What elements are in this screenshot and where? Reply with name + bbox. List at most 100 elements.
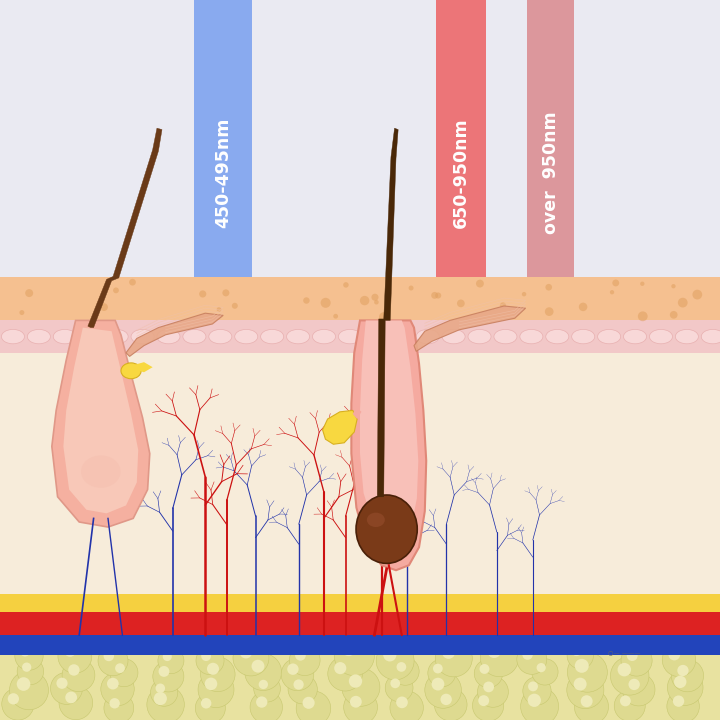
Ellipse shape: [416, 330, 439, 344]
Circle shape: [343, 282, 348, 288]
Circle shape: [383, 648, 397, 662]
Circle shape: [431, 678, 444, 690]
Circle shape: [390, 691, 423, 720]
Circle shape: [428, 659, 456, 687]
Circle shape: [678, 665, 688, 676]
Circle shape: [477, 676, 508, 707]
Circle shape: [618, 663, 631, 676]
Circle shape: [113, 287, 119, 293]
Polygon shape: [52, 320, 150, 527]
Ellipse shape: [131, 330, 154, 344]
Ellipse shape: [27, 330, 50, 344]
Bar: [194, 0, 252, 277]
Circle shape: [240, 646, 252, 659]
Circle shape: [9, 671, 48, 710]
Ellipse shape: [675, 330, 698, 344]
Circle shape: [350, 696, 361, 708]
Circle shape: [476, 279, 484, 287]
Circle shape: [374, 300, 379, 305]
Circle shape: [480, 638, 519, 677]
Circle shape: [256, 696, 267, 708]
Circle shape: [64, 645, 76, 657]
Circle shape: [287, 663, 299, 675]
Circle shape: [614, 690, 645, 720]
Text: 650-950nm: 650-950nm: [452, 117, 470, 228]
Circle shape: [522, 292, 526, 297]
Circle shape: [303, 297, 310, 304]
Circle shape: [222, 289, 230, 297]
Circle shape: [693, 289, 702, 300]
Circle shape: [334, 636, 374, 675]
Bar: [436, 0, 486, 277]
Circle shape: [19, 310, 24, 315]
Circle shape: [436, 640, 472, 677]
Circle shape: [342, 668, 380, 706]
Ellipse shape: [121, 363, 141, 379]
Ellipse shape: [624, 330, 647, 344]
Circle shape: [627, 650, 638, 661]
Circle shape: [232, 303, 238, 309]
Circle shape: [253, 675, 280, 702]
Polygon shape: [126, 313, 223, 356]
Polygon shape: [360, 320, 418, 534]
Circle shape: [536, 663, 546, 672]
Ellipse shape: [235, 330, 258, 344]
Ellipse shape: [287, 330, 310, 344]
Circle shape: [612, 279, 619, 287]
Circle shape: [107, 678, 119, 690]
Circle shape: [153, 661, 184, 692]
Circle shape: [50, 672, 83, 704]
Circle shape: [17, 658, 44, 685]
Bar: [0, 612, 720, 635]
Circle shape: [442, 646, 455, 659]
Circle shape: [567, 672, 604, 708]
Circle shape: [611, 657, 649, 695]
Circle shape: [328, 657, 362, 691]
Bar: [0, 635, 720, 655]
Bar: [0, 594, 720, 612]
Circle shape: [320, 298, 330, 308]
Circle shape: [379, 312, 389, 322]
Circle shape: [623, 673, 655, 706]
Circle shape: [110, 659, 138, 687]
Ellipse shape: [468, 330, 491, 344]
Circle shape: [392, 657, 419, 685]
Ellipse shape: [520, 330, 543, 344]
Ellipse shape: [598, 330, 621, 344]
Ellipse shape: [79, 330, 102, 344]
Bar: [527, 277, 575, 594]
Circle shape: [295, 650, 306, 661]
Circle shape: [671, 284, 675, 289]
Bar: [527, 0, 575, 277]
Circle shape: [22, 662, 31, 672]
Circle shape: [629, 679, 640, 690]
Circle shape: [343, 690, 377, 720]
Ellipse shape: [442, 330, 465, 344]
Circle shape: [674, 675, 686, 688]
Circle shape: [500, 302, 506, 309]
Circle shape: [390, 678, 400, 688]
Ellipse shape: [701, 330, 720, 344]
Circle shape: [528, 693, 541, 707]
Polygon shape: [88, 128, 162, 328]
Circle shape: [204, 678, 217, 690]
Circle shape: [158, 666, 169, 677]
Circle shape: [154, 692, 167, 705]
Circle shape: [472, 690, 504, 720]
Circle shape: [640, 282, 644, 286]
Circle shape: [199, 290, 207, 297]
Circle shape: [385, 674, 413, 702]
Circle shape: [129, 279, 136, 286]
Circle shape: [425, 672, 462, 708]
Polygon shape: [377, 128, 398, 497]
Circle shape: [101, 672, 134, 706]
Circle shape: [333, 314, 338, 319]
Polygon shape: [351, 320, 426, 570]
Circle shape: [201, 698, 212, 708]
Circle shape: [572, 647, 581, 656]
Polygon shape: [131, 362, 153, 372]
Circle shape: [545, 284, 552, 291]
Circle shape: [610, 290, 614, 294]
Circle shape: [521, 688, 559, 720]
Circle shape: [196, 647, 224, 675]
